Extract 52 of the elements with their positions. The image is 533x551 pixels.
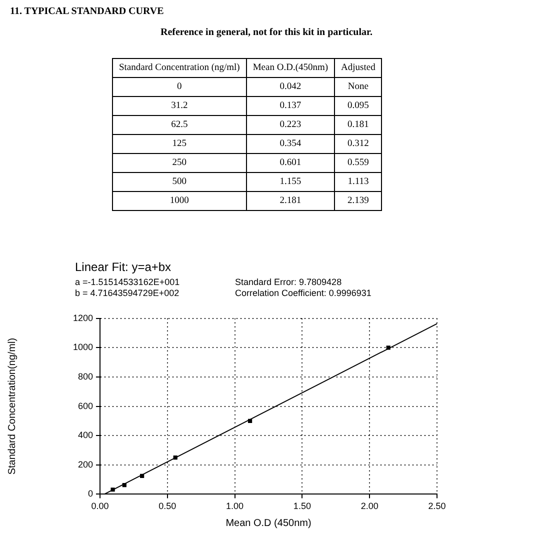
text: 500 — [112, 172, 246, 192]
text: Standard Concentration (ng/ml) — [112, 58, 246, 78]
y-tick-label: 0 — [88, 488, 93, 499]
text: 11. TYPICAL STANDARD CURVE — [10, 6, 164, 17]
text: Reference in general, not for this kit in particular. — [159, 27, 374, 38]
y-tick-label: 1200 — [72, 312, 93, 323]
text: 0.137 — [246, 96, 335, 116]
x-tick-label: 2.50 — [428, 501, 446, 512]
text: a =-1.51514533162E+001 — [75, 277, 181, 287]
text: Adjusted — [334, 58, 382, 78]
text: 2.139 — [334, 192, 382, 210]
text: None — [334, 78, 382, 96]
point — [110, 488, 115, 492]
text: b = 4.71643594729E+002 — [75, 288, 180, 298]
point — [122, 482, 126, 488]
y-tick-label: 800 — [78, 371, 93, 382]
y-axis-title: Standard Concentration(ng/ml) — [6, 338, 18, 475]
text: Correlation Coefficient: 0.9996931 — [235, 288, 372, 298]
text: Mean O.D.(450nm) — [246, 58, 335, 78]
text: 0.601 — [246, 154, 335, 172]
text: 2.181 — [246, 192, 335, 210]
x-tick-label: 2.00 — [360, 501, 378, 512]
x-tick-label: 0.50 — [158, 501, 176, 512]
text: 62.5 — [112, 116, 246, 134]
text: 0 — [112, 78, 246, 96]
x-axis-title: Mean O.D (450nm) — [226, 518, 312, 529]
y-tick-label: 1000 — [72, 342, 93, 352]
chart-title: Linear Fit: y=a+bx — [75, 260, 172, 274]
text: 125 — [112, 134, 246, 154]
text: 31.2 — [112, 96, 246, 116]
text: 1.155 — [246, 172, 335, 192]
text: 0.559 — [334, 154, 382, 172]
text: 0.312 — [334, 134, 382, 154]
text: Standard Error: 9.7809428 — [235, 277, 343, 287]
point — [248, 418, 252, 424]
y-tick-label: 400 — [78, 430, 93, 440]
point — [386, 346, 390, 350]
y-tick-label: 200 — [78, 459, 93, 470]
x-tick-label: 1.50 — [293, 501, 311, 512]
y-tick-label: 600 — [78, 400, 93, 411]
text: 0.095 — [334, 96, 382, 116]
text: 0.181 — [334, 116, 382, 134]
x-tick-label: 1.00 — [226, 501, 244, 512]
text: 0.042 — [246, 78, 335, 96]
text: 0.354 — [246, 134, 335, 154]
x-tick-label: 0.00 — [91, 501, 109, 512]
point — [173, 456, 178, 460]
text: 1000 — [112, 192, 246, 210]
point — [140, 474, 144, 478]
text: 0.223 — [246, 116, 335, 134]
text: 1.113 — [334, 172, 382, 192]
text: 250 — [112, 154, 246, 172]
